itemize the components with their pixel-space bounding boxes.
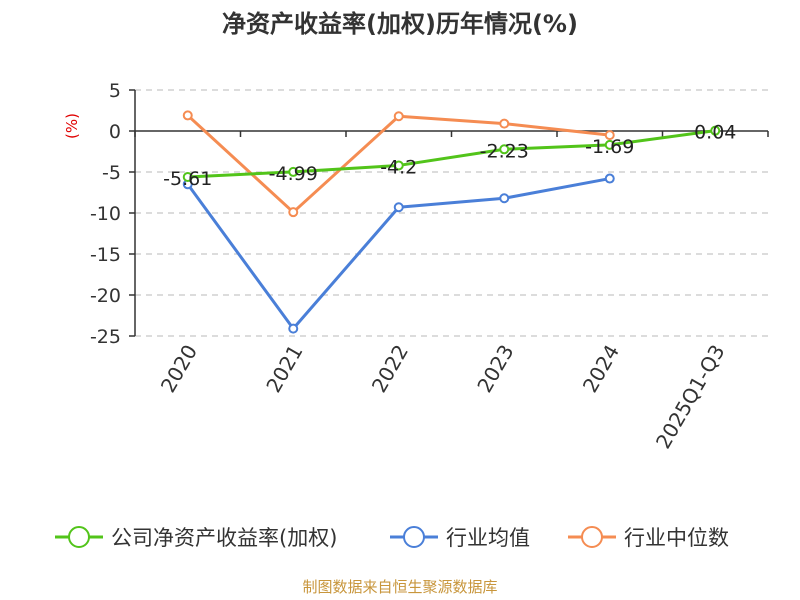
- data-label: -5.61: [163, 168, 212, 190]
- data-point: [604, 173, 615, 184]
- data-point: [182, 172, 193, 183]
- x-tick-label: 2022: [367, 341, 413, 397]
- data-point: [393, 202, 404, 213]
- data-point: [288, 207, 299, 218]
- axes: [129, 89, 769, 337]
- data-point: [393, 111, 404, 122]
- y-tick-label: -20: [90, 285, 121, 307]
- legend: 公司净资产收益率(加权) 行业均值 行业中位数: [55, 526, 729, 550]
- y-tick-label: -15: [90, 244, 121, 266]
- legend-label: 行业中位数: [624, 526, 729, 550]
- data-point: [288, 166, 299, 177]
- legend-marker: [403, 526, 425, 548]
- x-tick-label: 2023: [472, 341, 518, 397]
- y-tick-label: 5: [109, 80, 121, 102]
- legend-item: 行业中位数: [568, 526, 729, 550]
- x-tick-label: 2025Q1-Q3: [651, 341, 730, 453]
- y-axis-label: (%): [63, 113, 81, 139]
- data-label: 0.04: [694, 122, 736, 144]
- data-label: -2.23: [480, 140, 529, 162]
- data-point: [499, 193, 510, 204]
- x-tick-label: 2021: [261, 341, 307, 397]
- data-label: -4.99: [269, 163, 318, 185]
- series-lines: [182, 110, 721, 334]
- legend-label: 公司净资产收益率(加权): [111, 526, 337, 550]
- data-label: -4.2: [380, 156, 417, 178]
- data-point: [604, 139, 615, 150]
- data-point: [604, 130, 615, 141]
- y-tick-label: 0: [109, 121, 121, 143]
- data-point: [499, 144, 510, 155]
- x-tick-label: 2020: [156, 341, 202, 397]
- y-tick-label: -5: [102, 162, 121, 184]
- chart-title: 净资产收益率(加权)历年情况(%): [222, 10, 578, 38]
- series-line: [187, 129, 716, 179]
- data-labels: -5.61 -4.99 -4.2 -2.23 -1.69 0.04: [163, 122, 736, 190]
- data-label: -1.69: [585, 136, 634, 158]
- y-tick-labels: 5 0 -5 -10 -15 -20 -25: [90, 80, 121, 348]
- x-tick-labels: 2020 2021 2022 2023 2024 2025Q1-Q3: [156, 341, 730, 453]
- legend-label: 行业均值: [446, 526, 530, 550]
- legend-marker: [68, 526, 90, 548]
- data-point: [393, 160, 404, 171]
- grid-lines: [135, 89, 768, 337]
- data-point: [499, 118, 510, 129]
- data-point: [710, 125, 721, 136]
- x-tick-label: 2024: [578, 341, 624, 397]
- legend-marker: [581, 526, 603, 548]
- legend-item: 行业均值: [390, 526, 530, 550]
- y-tick-label: -10: [90, 203, 121, 225]
- legend-item: 公司净资产收益率(加权): [55, 526, 337, 550]
- data-point: [182, 110, 193, 121]
- source-note: 制图数据来自恒生聚源数据库: [302, 578, 497, 596]
- y-tick-label: -25: [90, 326, 121, 348]
- data-point: [288, 323, 299, 334]
